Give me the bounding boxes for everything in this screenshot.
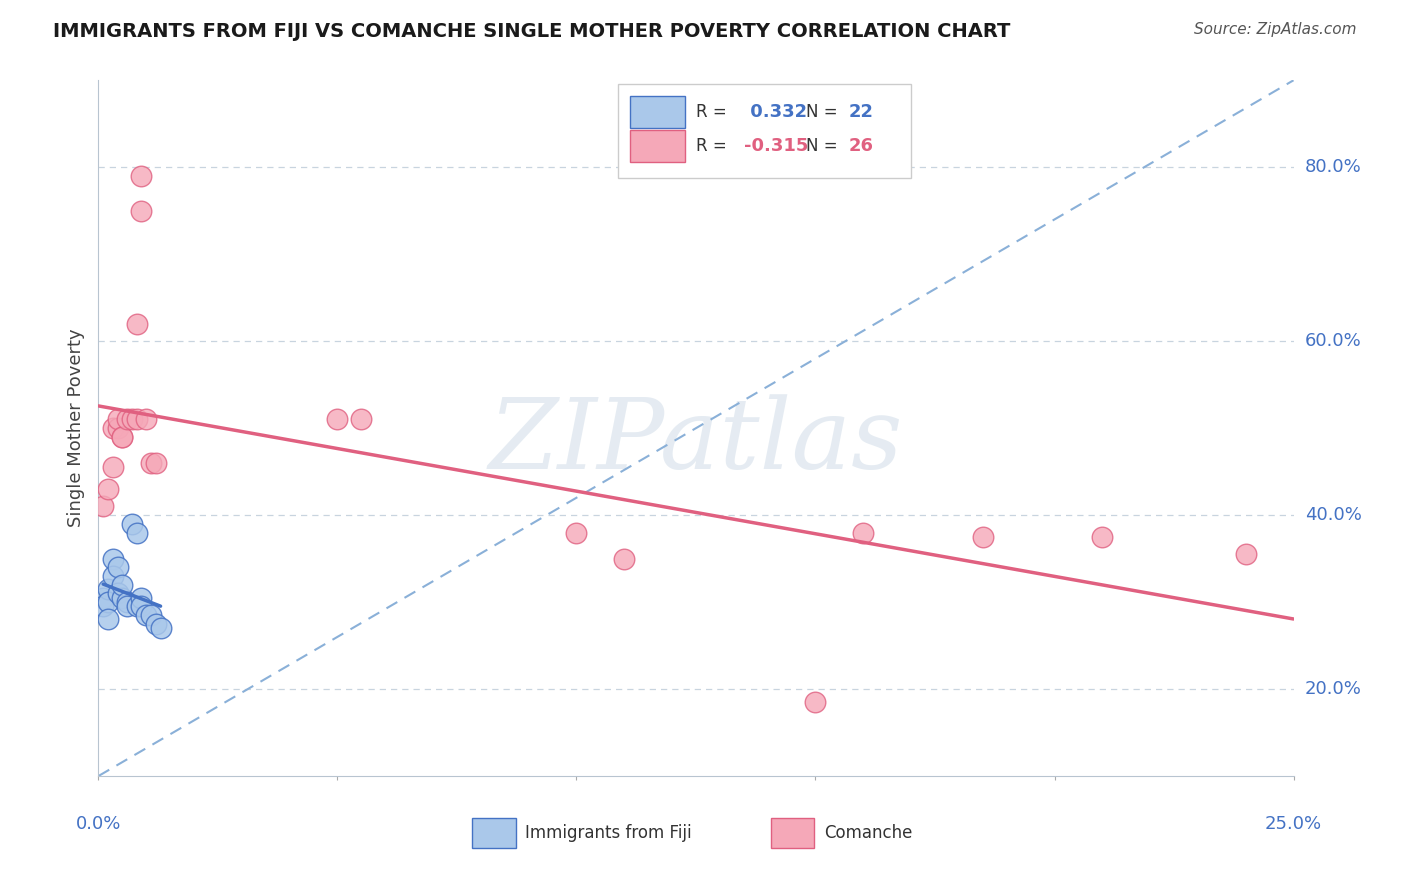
- Point: [97, 482, 120, 496]
- Point: [135, 608, 157, 623]
- Text: 20.0%: 20.0%: [1305, 680, 1361, 698]
- Point: [101, 460, 124, 475]
- Point: [804, 695, 827, 709]
- Point: [613, 551, 636, 566]
- Point: [97, 595, 120, 609]
- Point: [91, 591, 114, 605]
- Point: [125, 412, 148, 426]
- Point: [111, 430, 134, 444]
- FancyBboxPatch shape: [630, 130, 685, 162]
- FancyBboxPatch shape: [472, 819, 516, 847]
- Point: [125, 599, 148, 614]
- Point: [101, 569, 124, 583]
- Text: 0.0%: 0.0%: [76, 815, 121, 833]
- Point: [97, 582, 120, 596]
- Point: [972, 530, 994, 544]
- Point: [101, 421, 124, 435]
- Point: [145, 616, 167, 631]
- Point: [101, 551, 124, 566]
- Point: [125, 525, 148, 540]
- Point: [115, 412, 138, 426]
- Point: [139, 456, 162, 470]
- Point: [125, 317, 148, 331]
- Point: [115, 595, 138, 609]
- Point: [326, 412, 349, 426]
- Point: [107, 421, 129, 435]
- Text: IMMIGRANTS FROM FIJI VS COMANCHE SINGLE MOTHER POVERTY CORRELATION CHART: IMMIGRANTS FROM FIJI VS COMANCHE SINGLE …: [53, 22, 1011, 41]
- Text: ZIPatlas: ZIPatlas: [489, 394, 903, 490]
- Point: [107, 560, 129, 574]
- Text: -0.315: -0.315: [744, 137, 808, 155]
- Point: [149, 621, 172, 635]
- Text: 22: 22: [849, 103, 875, 120]
- FancyBboxPatch shape: [772, 819, 814, 847]
- Point: [111, 430, 134, 444]
- FancyBboxPatch shape: [630, 95, 685, 128]
- Text: R =: R =: [696, 137, 727, 155]
- Text: Comanche: Comanche: [824, 824, 912, 842]
- Point: [91, 500, 114, 514]
- Text: N =: N =: [806, 103, 838, 120]
- Point: [145, 456, 167, 470]
- Point: [121, 516, 143, 531]
- Text: Immigrants from Fiji: Immigrants from Fiji: [524, 824, 692, 842]
- Point: [131, 169, 153, 183]
- Point: [350, 412, 373, 426]
- Text: 25.0%: 25.0%: [1265, 815, 1322, 833]
- Text: 40.0%: 40.0%: [1305, 506, 1361, 524]
- Point: [111, 578, 134, 592]
- Text: R =: R =: [696, 103, 727, 120]
- Y-axis label: Single Mother Poverty: Single Mother Poverty: [67, 329, 86, 527]
- Text: 0.332: 0.332: [744, 103, 807, 120]
- Point: [91, 599, 114, 614]
- Point: [111, 591, 134, 605]
- Point: [1234, 547, 1257, 561]
- Point: [565, 525, 588, 540]
- Point: [107, 586, 129, 600]
- Text: N =: N =: [806, 137, 838, 155]
- Point: [131, 591, 153, 605]
- Point: [107, 412, 129, 426]
- Point: [135, 412, 157, 426]
- Text: 60.0%: 60.0%: [1305, 332, 1361, 351]
- Text: Source: ZipAtlas.com: Source: ZipAtlas.com: [1194, 22, 1357, 37]
- Point: [139, 608, 162, 623]
- Point: [115, 599, 138, 614]
- Point: [852, 525, 875, 540]
- Point: [131, 203, 153, 218]
- Point: [1091, 530, 1114, 544]
- Point: [97, 612, 120, 626]
- Text: 26: 26: [849, 137, 875, 155]
- FancyBboxPatch shape: [619, 84, 911, 178]
- Point: [121, 412, 143, 426]
- Text: 80.0%: 80.0%: [1305, 158, 1361, 177]
- Point: [131, 599, 153, 614]
